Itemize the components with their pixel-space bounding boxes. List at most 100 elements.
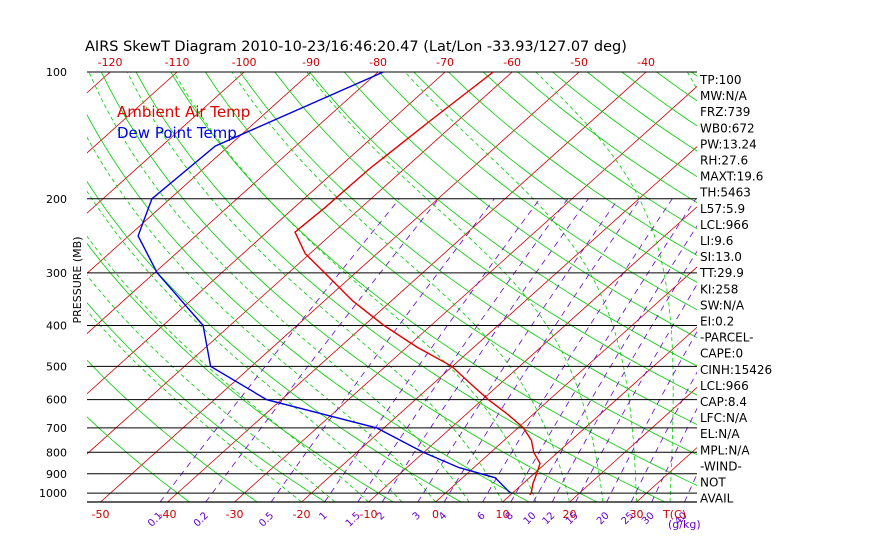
index-label: CAPE:0 xyxy=(700,347,743,361)
mixing-ratio-tick-label: 3 xyxy=(411,510,423,522)
dry-adiabat-line xyxy=(830,72,870,502)
pressure-tick-label: 900 xyxy=(46,468,67,481)
grid-lines xyxy=(0,72,870,502)
top-temp-tick-label: -110 xyxy=(165,56,190,69)
index-label: PW:13.24 xyxy=(700,137,757,151)
moist-adiabat-line xyxy=(87,190,403,502)
isotherm-line xyxy=(435,266,697,502)
mixing-ratio-tick-label: 12 xyxy=(541,510,558,527)
index-label: TH:5463 xyxy=(699,186,751,200)
stability-indices: TP:100 MW:N/A FRZ:739 WB0:672 PW:13.24 RH:27.… xyxy=(699,73,772,506)
temp-tick-label: 30 xyxy=(630,508,644,521)
temp-tick-label: -50 xyxy=(92,508,110,521)
index-label: MPL:N/A xyxy=(700,443,750,457)
index-label: LFC:N/A xyxy=(700,411,748,425)
mixing-ratio-line xyxy=(417,198,619,502)
moist-adiabat-line xyxy=(126,72,503,502)
mixing-ratio-tick-label: 0.2 xyxy=(192,510,211,529)
isotherm-line xyxy=(569,386,697,502)
index-label: SI:13.0 xyxy=(700,250,742,264)
moist-adiabat-line xyxy=(231,72,570,502)
temp-tick-label: -30 xyxy=(226,508,244,521)
dry-adiabat-line xyxy=(378,72,697,311)
dry-adiabat-line xyxy=(135,72,666,502)
index-label: -PARCEL- xyxy=(700,331,754,345)
index-label: KI:258 xyxy=(700,282,738,296)
index-label: LCL:966 xyxy=(700,218,749,232)
top-temp-tick-label: -50 xyxy=(570,56,588,69)
top-temp-tick-label: -70 xyxy=(436,56,454,69)
ambient-air-temp-line xyxy=(294,72,541,496)
pressure-tick-label: 300 xyxy=(46,267,67,280)
pressure-tick-label: 600 xyxy=(46,394,67,407)
index-label: WB0:672 xyxy=(700,121,755,135)
moist-adiabat-line xyxy=(306,72,604,502)
isotherm-line xyxy=(87,72,312,274)
top-temp-tick-label: -40 xyxy=(637,56,655,69)
top-temp-tick-label: -120 xyxy=(98,56,123,69)
dry-adiabat-line xyxy=(87,180,462,502)
isotherm-line xyxy=(87,72,379,335)
mixing-ratio-line xyxy=(159,198,400,502)
index-label: NOT xyxy=(700,476,726,490)
index-label: CAP:8.4 xyxy=(700,395,747,409)
index-label: EL:N/A xyxy=(700,427,740,441)
isotherm-line xyxy=(87,72,513,455)
index-label: -WIND- xyxy=(700,459,742,473)
index-label: RH:27.6 xyxy=(700,154,748,168)
isobars xyxy=(87,71,697,503)
isotherm-line xyxy=(87,72,446,395)
pressure-tick-label: 100 xyxy=(46,66,67,79)
temperature-ticks: -50 -40 -30 -20 -10 0 10 20 30 xyxy=(92,508,644,521)
top-temp-tick-label: -60 xyxy=(503,56,521,69)
isotherm-line xyxy=(87,72,178,154)
temp-tick-label: -10 xyxy=(360,508,378,521)
pressure-tick-label: 200 xyxy=(46,193,67,206)
dry-adiabat-line xyxy=(413,72,697,283)
mixing-ratio-line xyxy=(606,330,697,502)
pressure-tick-label: 800 xyxy=(46,446,67,459)
isotherm-line xyxy=(502,326,697,502)
dry-adiabat-line xyxy=(448,72,697,256)
dry-adiabat-line xyxy=(205,72,697,456)
moist-adiabat-line xyxy=(88,72,470,502)
temp-tick-label: -20 xyxy=(293,508,311,521)
moist-adiabat-line xyxy=(404,72,637,502)
dry-adiabat-line xyxy=(795,72,870,502)
mixing-ratio-line xyxy=(482,198,673,502)
index-label: L57:5.9 xyxy=(700,202,745,216)
mixing-ratio-line xyxy=(575,283,697,502)
isotherm-line xyxy=(0,72,43,502)
dry-adiabat-line xyxy=(87,416,190,502)
dry-adiabat-line xyxy=(87,302,326,502)
temp-tick-label: 0 xyxy=(432,508,439,521)
isotherm-line xyxy=(838,72,870,502)
dry-adiabat-line xyxy=(517,72,697,204)
dew-point-temp-line xyxy=(137,72,511,494)
temp-tick-label: 20 xyxy=(563,508,577,521)
index-label: MW:N/A xyxy=(700,89,748,103)
chart-title: AIRS SkewT Diagram 2010-10-23/16:46:20.4… xyxy=(85,39,627,55)
mixing-ratio-tick-label: 1 xyxy=(317,510,329,522)
top-temp-tick-label: -90 xyxy=(302,56,320,69)
temp-tick-label: -40 xyxy=(159,508,177,521)
pressure-tick-label: 1000 xyxy=(39,487,67,500)
mixing-ratio-units-label: (g/kg) xyxy=(668,518,701,531)
top-temp-tick-label: -100 xyxy=(232,56,257,69)
profiles xyxy=(137,72,541,496)
legend: Ambient Air Temp Dew Point Temp xyxy=(117,103,250,142)
dry-adiabat-line xyxy=(309,72,697,367)
top-temp-tick-label: -80 xyxy=(369,56,387,69)
mixing-ratio-tick-label: 10 xyxy=(522,510,539,527)
dry-adiabat-line xyxy=(239,72,697,425)
dry-adiabat-line xyxy=(865,72,870,502)
dry-adiabat-line xyxy=(274,72,697,396)
y-axis-label: PRESSURE (MB) xyxy=(71,237,84,324)
index-label: TT:29.9 xyxy=(699,266,744,280)
top-temperature-ticks: -120 -110 -100 -90 -80 -70 -60 -50 -40 xyxy=(98,56,655,69)
mixing-ratio-tick-label: 6 xyxy=(475,510,487,522)
legend-dew-point-temp: Dew Point Temp xyxy=(117,124,237,142)
mixing-ratio-line xyxy=(205,198,440,502)
isotherm-line xyxy=(100,72,580,502)
